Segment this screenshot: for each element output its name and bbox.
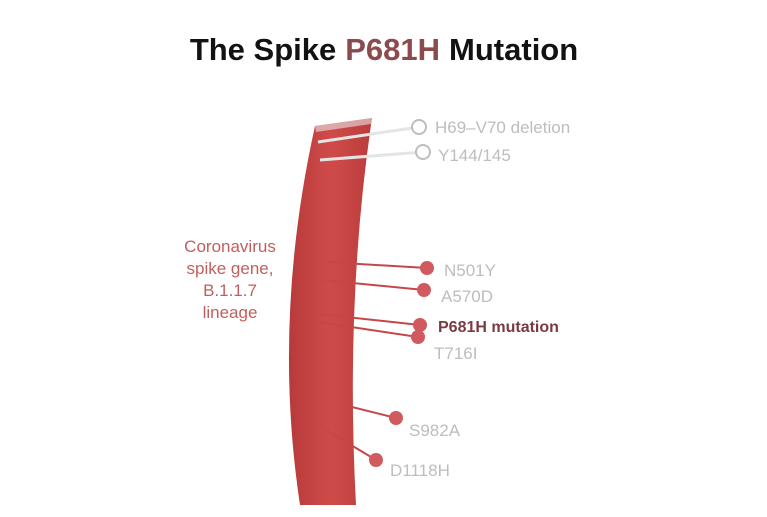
- mutation-dot: [415, 144, 431, 160]
- mutation-label: Y144/145: [438, 146, 511, 165]
- mutation-label: T716I: [434, 344, 477, 363]
- gene-label-line: B.1.1.7: [203, 281, 257, 300]
- mutation-dot: [369, 453, 383, 467]
- gene-label-line: spike gene,: [187, 259, 274, 278]
- mutation-line: [317, 321, 419, 338]
- mutation-dot: [420, 261, 434, 275]
- gene-label-line: lineage: [203, 303, 258, 322]
- mutations: H69–V70 deletion Y144/145 N501Y A570D P681H …: [317, 118, 570, 480]
- title-part: The Spike: [190, 32, 336, 67]
- mutation-line: [325, 429, 377, 461]
- mutation-label: N501Y: [444, 261, 496, 280]
- mutation-label: P681H mutation: [438, 319, 559, 336]
- mutation-line: [317, 125, 420, 144]
- title-highlight: P681H: [345, 32, 440, 67]
- mutation-line: [317, 313, 421, 326]
- title: The Spike P681H Mutation: [190, 32, 578, 67]
- mutation-dot: [411, 330, 425, 344]
- mutation-label: D1118H: [390, 461, 450, 480]
- mutation-label: S982A: [409, 421, 461, 440]
- mutation-line: [321, 279, 425, 291]
- gene-label-line: Coronavirus: [184, 237, 276, 256]
- mutation-dot: [411, 119, 427, 135]
- mutation-dot: [389, 411, 403, 425]
- spike-gene-band: [288, 118, 372, 505]
- mutation-line: [339, 403, 397, 419]
- band-top: [315, 118, 372, 132]
- mutation-dot: [417, 283, 431, 297]
- mutation-line: [325, 261, 428, 269]
- mutation-line: [319, 150, 424, 162]
- mutation-label: A570D: [441, 287, 493, 306]
- gene-label: Coronavirus spike gene, B.1.1.7 lineage: [184, 237, 276, 322]
- mutation-label: H69–V70 deletion: [435, 118, 570, 137]
- mutation-dot: [413, 318, 427, 332]
- title-part: Mutation: [449, 32, 578, 67]
